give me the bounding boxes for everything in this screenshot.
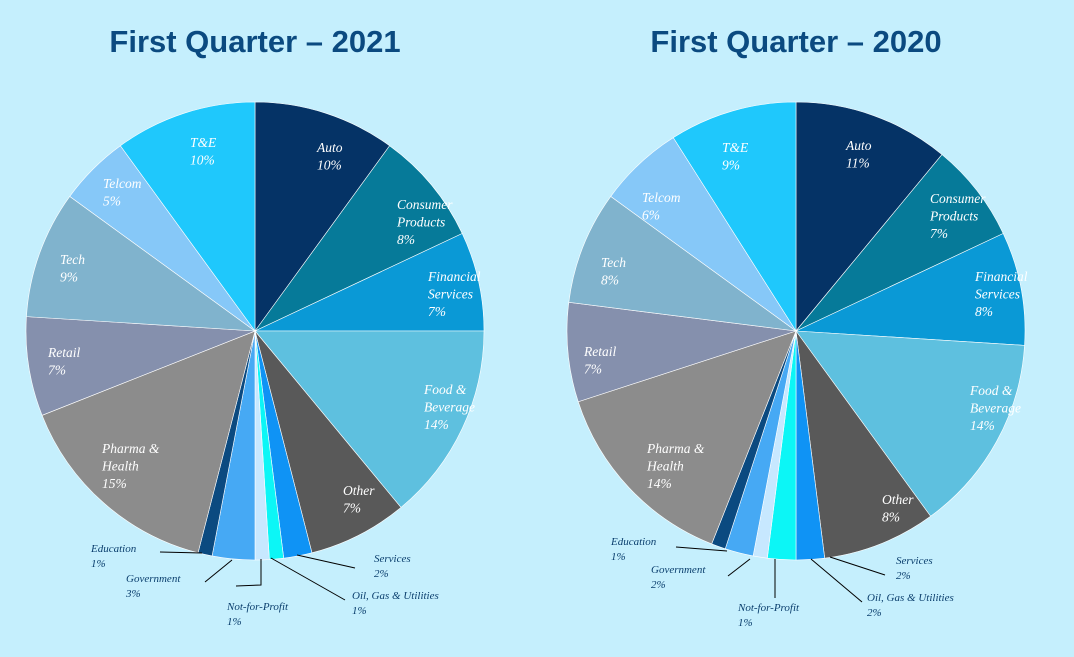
- slice-label-pharma-and-health: Pharma & Health 14%: [646, 441, 705, 491]
- slice-label-financial-services: Financial Services 7%: [427, 269, 481, 319]
- pie-slice-tande: [119, 101, 256, 332]
- slice-label-oil-gas-and-utilities: Oil, Gas & Utilities 2%: [867, 592, 954, 619]
- pie-chart-2021: Auto 10% Consumer Products 8% Financial Servic…: [25, 101, 485, 628]
- pie-slice-tech: [26, 195, 257, 332]
- slice-label-consumer-products: Consumer Products 7%: [929, 191, 986, 241]
- pie-slice-auto: [254, 101, 391, 332]
- slice-label-tande: T&E 10%: [190, 135, 217, 168]
- slice-label-tech: Tech 9%: [60, 252, 85, 285]
- pie-slice-other: [795, 330, 932, 559]
- leader-line-government: [204, 559, 233, 583]
- leader-line-education: [675, 546, 728, 552]
- leader-line-education: [159, 551, 203, 554]
- slice-label-government: Government 2%: [651, 564, 706, 591]
- pie-slice-auto: [795, 101, 943, 332]
- leader-line-services: [296, 554, 356, 569]
- pie-slice-consumer-products: [254, 145, 463, 332]
- chart-title-2021: First Quarter – 2021: [109, 24, 400, 59]
- leader-line-oil-gas-and-utilities: [270, 557, 346, 601]
- slice-label-telcom: Telcom 6%: [642, 190, 681, 223]
- slice-label-not-for-profit: Not-for-Profit 1%: [737, 602, 800, 629]
- pie-slice-food-and-beverage: [254, 330, 485, 508]
- slice-label-not-for-profit: Not-for-Profit 1%: [226, 601, 289, 628]
- pie-slice-financial-services: [795, 233, 1026, 346]
- slice-label-retail: Retail 7%: [47, 345, 80, 378]
- slice-label-education: Education 1%: [610, 536, 657, 563]
- slice-label-tande: T&E 9%: [722, 140, 749, 173]
- slice-label-pharma-and-health: Pharma & Health 15%: [101, 441, 160, 491]
- slice-label-financial-services: Financial Services 8%: [974, 269, 1028, 319]
- leader-line-oil-gas-and-utilities: [810, 558, 863, 603]
- slice-label-food-and-beverage: Food & Beverage 14%: [423, 382, 475, 432]
- slice-label-oil-gas-and-utilities: Oil, Gas & Utilities 1%: [352, 590, 439, 617]
- slice-label-education: Education 1%: [90, 543, 137, 570]
- slice-label-other: Other 7%: [343, 483, 375, 516]
- pie-chart-2020: Auto 11% Consumer Products 7% Financial Servic…: [566, 101, 1028, 629]
- leader-line-not-for-profit: [235, 559, 262, 587]
- leader-line-government: [727, 558, 751, 577]
- leader-line-services: [829, 556, 886, 576]
- slice-label-tech: Tech 8%: [601, 255, 626, 288]
- pie-slice-tech: [568, 195, 797, 332]
- slice-label-services: Services 2%: [374, 553, 411, 580]
- pie-slice-food-and-beverage: [795, 330, 1025, 517]
- slice-label-other: Other 8%: [882, 492, 914, 525]
- slice-label-services: Services 2%: [896, 555, 933, 582]
- pie-slice-tande: [672, 101, 797, 333]
- slice-label-retail: Retail 7%: [583, 344, 616, 377]
- slice-label-telcom: Telcom 5%: [103, 176, 142, 209]
- chart-title-2020: First Quarter – 2020: [650, 24, 941, 59]
- slice-label-government: Government 3%: [125, 573, 181, 600]
- slice-label-consumer-products: Consumer Products 8%: [396, 197, 453, 247]
- pie-slice-pharma-and-health: [41, 330, 256, 554]
- slice-label-auto: Auto 10%: [316, 140, 343, 173]
- slice-label-food-and-beverage: Food & Beverage 14%: [969, 383, 1021, 433]
- slice-label-auto: Auto 11%: [845, 138, 872, 171]
